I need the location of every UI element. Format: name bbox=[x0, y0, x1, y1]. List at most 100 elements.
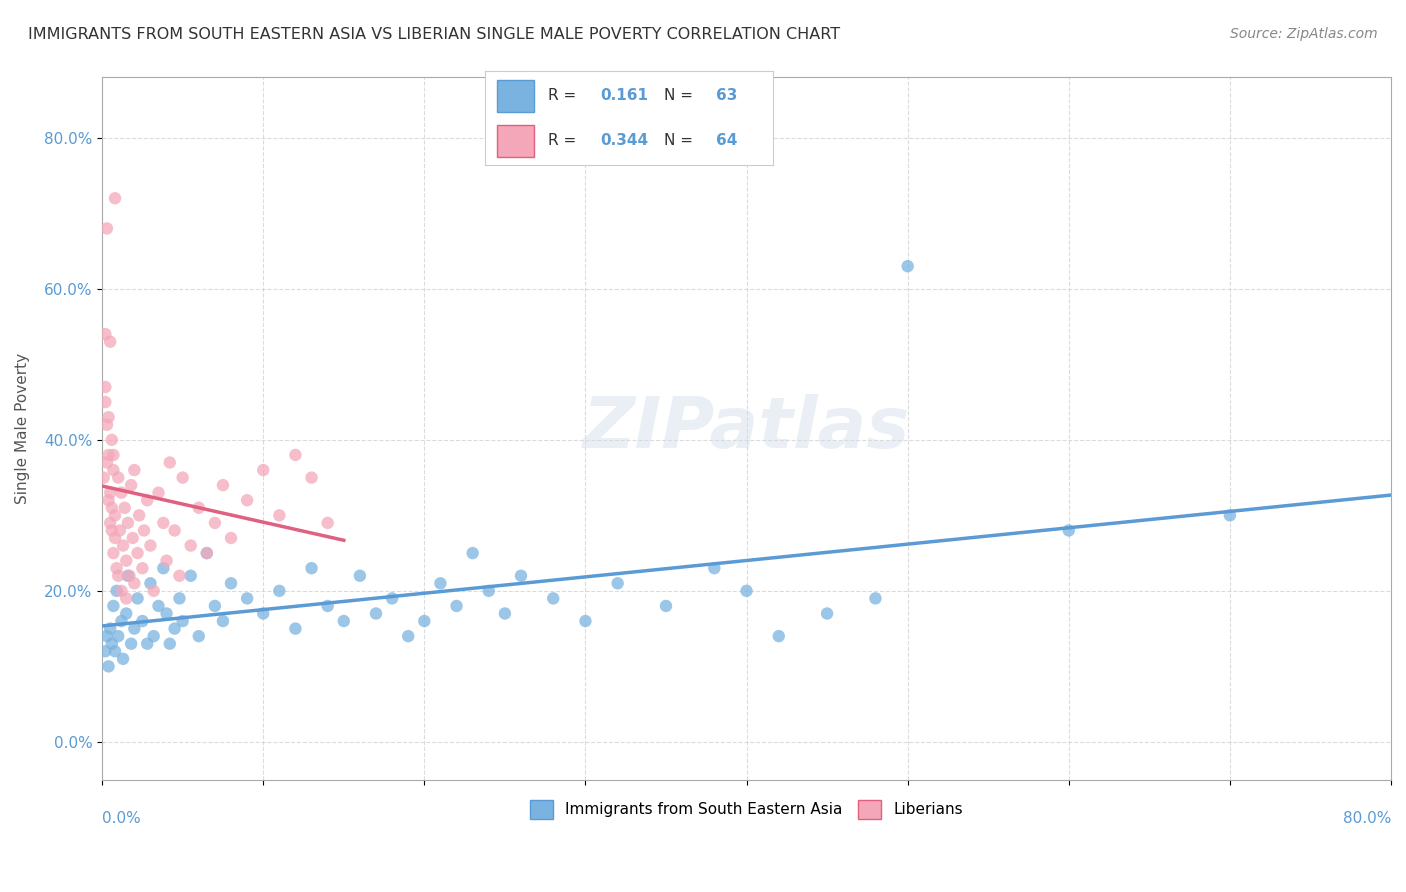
Point bbox=[93, 470, 115, 484]
Point bbox=[219, 576, 242, 591]
Point bbox=[124, 463, 146, 477]
Point bbox=[110, 583, 132, 598]
Point bbox=[204, 599, 226, 613]
Point bbox=[103, 546, 125, 560]
Text: N =: N = bbox=[664, 133, 697, 148]
Point bbox=[172, 470, 194, 484]
Point bbox=[103, 448, 125, 462]
Point bbox=[117, 568, 139, 582]
Point bbox=[815, 607, 838, 621]
Point bbox=[124, 576, 146, 591]
Point bbox=[121, 531, 143, 545]
Y-axis label: Single Male Poverty: Single Male Poverty bbox=[15, 353, 30, 504]
Point bbox=[284, 622, 307, 636]
Text: R =: R = bbox=[548, 133, 582, 148]
Point bbox=[142, 629, 165, 643]
Point bbox=[655, 599, 678, 613]
Point bbox=[446, 599, 468, 613]
Point bbox=[159, 637, 181, 651]
Point bbox=[98, 516, 121, 530]
Point bbox=[127, 546, 149, 560]
Point bbox=[131, 614, 153, 628]
Point bbox=[204, 516, 226, 530]
Point bbox=[96, 221, 118, 235]
Point bbox=[136, 637, 159, 651]
Point bbox=[96, 455, 118, 469]
Point bbox=[316, 599, 339, 613]
Point bbox=[172, 614, 194, 628]
Bar bbox=[496, 79, 534, 112]
Point bbox=[118, 568, 141, 582]
Point bbox=[169, 568, 191, 582]
Point bbox=[349, 568, 371, 582]
Point bbox=[301, 561, 323, 575]
Point bbox=[101, 500, 124, 515]
Text: 80.0%: 80.0% bbox=[1343, 811, 1391, 826]
Point bbox=[98, 485, 121, 500]
Point bbox=[219, 531, 242, 545]
Point bbox=[510, 568, 533, 582]
Point bbox=[155, 554, 177, 568]
Point bbox=[180, 568, 202, 582]
Point bbox=[152, 561, 174, 575]
Point bbox=[97, 493, 120, 508]
Point bbox=[115, 607, 138, 621]
Point bbox=[155, 607, 177, 621]
Point bbox=[252, 463, 274, 477]
Point bbox=[136, 493, 159, 508]
Point bbox=[103, 599, 125, 613]
Point bbox=[114, 500, 136, 515]
Point bbox=[606, 576, 628, 591]
Point bbox=[97, 659, 120, 673]
Point bbox=[105, 583, 128, 598]
Point bbox=[112, 539, 135, 553]
Point bbox=[107, 629, 129, 643]
Point bbox=[159, 455, 181, 469]
Point bbox=[139, 539, 162, 553]
Point bbox=[381, 591, 404, 606]
Point bbox=[169, 591, 191, 606]
Point bbox=[236, 591, 259, 606]
Point bbox=[252, 607, 274, 621]
Point bbox=[98, 334, 121, 349]
Point bbox=[494, 607, 516, 621]
Point bbox=[101, 433, 124, 447]
Point bbox=[96, 417, 118, 432]
Point bbox=[269, 508, 291, 523]
Point bbox=[142, 583, 165, 598]
Point bbox=[115, 554, 138, 568]
Text: N =: N = bbox=[664, 88, 697, 103]
Point bbox=[104, 191, 127, 205]
Point bbox=[212, 614, 235, 628]
Point bbox=[461, 546, 484, 560]
Point bbox=[478, 583, 501, 598]
Point bbox=[104, 644, 127, 658]
Point bbox=[316, 516, 339, 530]
Point bbox=[104, 531, 127, 545]
Text: IMMIGRANTS FROM SOUTH EASTERN ASIA VS LIBERIAN SINGLE MALE POVERTY CORRELATION C: IMMIGRANTS FROM SOUTH EASTERN ASIA VS LI… bbox=[28, 27, 841, 42]
Point bbox=[152, 516, 174, 530]
Point bbox=[333, 614, 356, 628]
Point bbox=[124, 622, 146, 636]
Point bbox=[105, 561, 128, 575]
Point bbox=[94, 395, 117, 409]
Legend: Immigrants from South Eastern Asia, Liberians: Immigrants from South Eastern Asia, Libe… bbox=[524, 794, 969, 824]
Point bbox=[108, 524, 131, 538]
Point bbox=[110, 614, 132, 628]
Point bbox=[163, 524, 186, 538]
Point bbox=[195, 546, 218, 560]
Text: 0.0%: 0.0% bbox=[103, 811, 141, 826]
Text: 63: 63 bbox=[716, 88, 737, 103]
Point bbox=[96, 629, 118, 643]
Point bbox=[94, 327, 117, 342]
Point bbox=[97, 410, 120, 425]
Point bbox=[163, 622, 186, 636]
Point bbox=[413, 614, 436, 628]
Point bbox=[94, 644, 117, 658]
Point bbox=[97, 448, 120, 462]
Point bbox=[768, 629, 790, 643]
Text: 0.161: 0.161 bbox=[600, 88, 648, 103]
Point bbox=[897, 259, 920, 273]
Point bbox=[98, 622, 121, 636]
Text: ZIPatlas: ZIPatlas bbox=[583, 394, 910, 463]
